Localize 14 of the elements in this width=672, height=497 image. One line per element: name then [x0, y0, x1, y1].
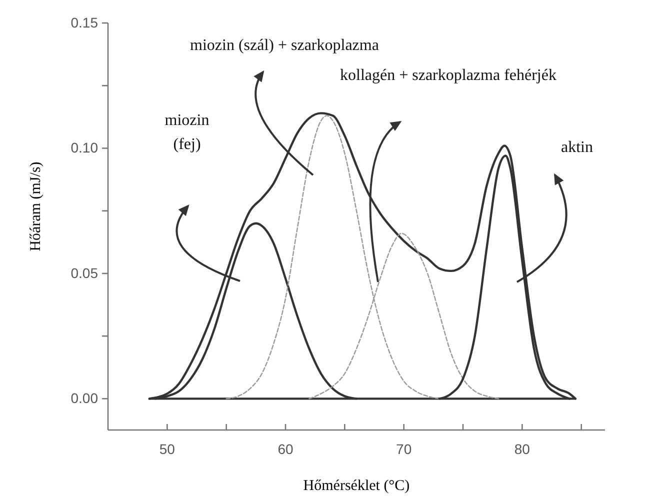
annotation: aktin — [561, 139, 593, 156]
x-tick-label: 60 — [278, 440, 294, 457]
y-tick-label: 0.00 — [70, 390, 98, 406]
annotation: miozin (szál) + szarkoplazma — [190, 37, 379, 54]
x-tick-label: 50 — [159, 440, 176, 457]
x-axis-title: Hőmérséklet (°C) — [303, 478, 410, 494]
x-tick-label: 70 — [396, 440, 412, 457]
y-tick-label: 0.15 — [70, 14, 98, 30]
y-axis-title: Hőáram (mJ/s) — [28, 162, 44, 252]
y-tick-label: 0.05 — [70, 264, 98, 281]
annotation: miozin (fej) — [164, 112, 210, 153]
annotation: kollagén + szarkoplazma fehérjék — [340, 67, 556, 84]
x-tick-label: 80 — [514, 440, 530, 457]
y-tick-label: 0.10 — [70, 140, 98, 156]
